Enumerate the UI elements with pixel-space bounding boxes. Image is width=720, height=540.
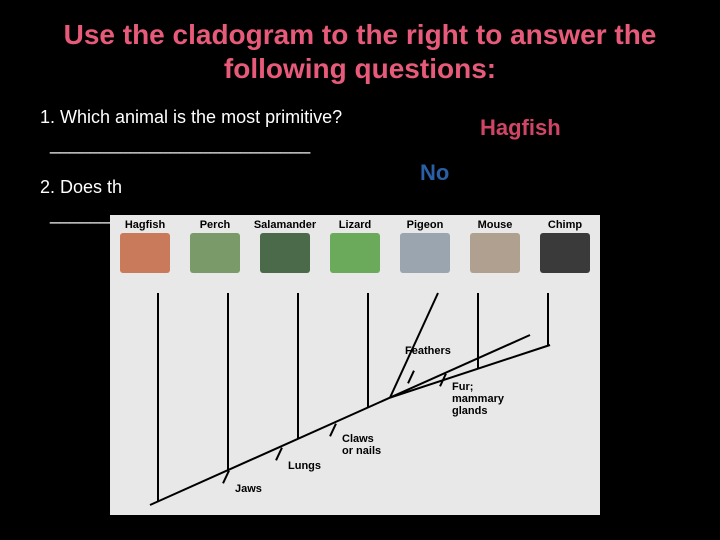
trait-label: Lungs xyxy=(288,460,321,472)
cladogram-svg xyxy=(110,215,600,515)
trait-label: Feathers xyxy=(405,345,451,357)
cladogram-diagram: HagfishPerchSalamanderLizardPigeonMouseC… xyxy=(110,215,600,515)
trait-label: Jaws xyxy=(235,483,262,495)
answer-1: Hagfish xyxy=(480,115,561,141)
question-1: 1. Which animal is the most primitive? xyxy=(0,95,720,128)
answer-2: No xyxy=(420,160,449,186)
trait-label: Fur;mammaryglands xyxy=(452,381,504,417)
question-2: 2. Does th xyxy=(0,165,720,198)
blank-line-1: __________________________ xyxy=(0,128,720,165)
page-title: Use the cladogram to the right to answer… xyxy=(0,0,720,95)
trait-label: Clawsor nails xyxy=(342,433,381,457)
